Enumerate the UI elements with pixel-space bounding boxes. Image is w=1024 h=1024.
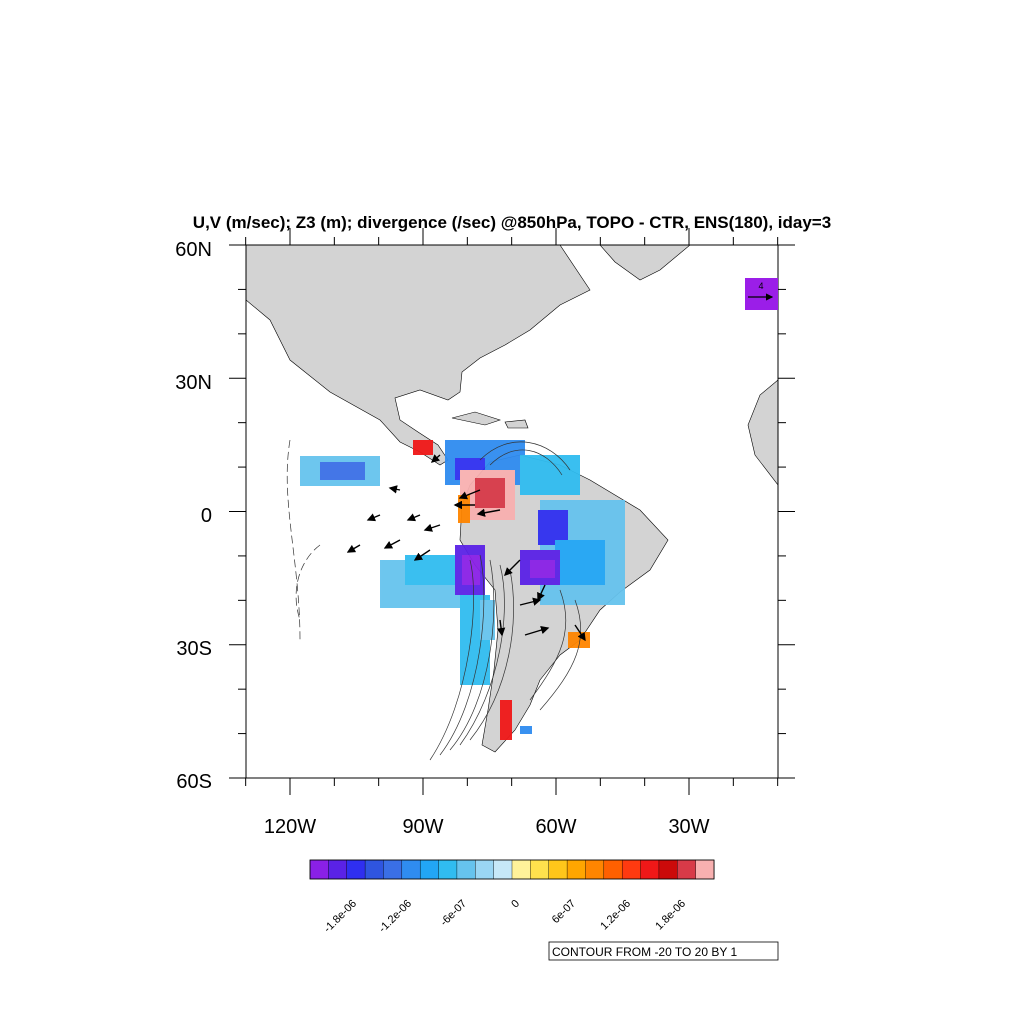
colorbar-cell — [346, 859, 366, 880]
lat-label-eq: 0 — [201, 505, 212, 527]
lat-label-30s: 30S — [176, 638, 212, 660]
colorbar-label-zero: 0 — [509, 898, 522, 911]
geopotential-contours — [286, 439, 582, 761]
colorbar-cell — [401, 859, 421, 880]
colorbar-label-1.8e-06: 1.8e-06 — [653, 898, 688, 933]
colorbar-cell — [677, 859, 697, 880]
lon-label-90w: 90W — [402, 816, 443, 838]
colorbar-label-neg1.8e-06: -1.8e-06 — [322, 898, 359, 935]
lat-label-60s: 60S — [176, 771, 212, 793]
wind-vectors — [346, 454, 586, 642]
colorbar-cell — [475, 859, 495, 880]
contour-info-text: CONTOUR FROM -20 TO 20 BY 1 — [552, 945, 737, 959]
colorbar-cell — [585, 859, 605, 880]
lon-label-60w: 60W — [535, 816, 576, 838]
lat-label-30n: 30N — [175, 372, 212, 394]
cuba-island — [451, 411, 501, 426]
colorbar — [309, 859, 715, 880]
colorbar-cell — [511, 859, 531, 880]
lat-label-60n: 60N — [175, 239, 212, 261]
divergence-shading — [300, 440, 625, 740]
colorbar-label-6e-07: 6e-07 — [550, 898, 578, 926]
north-america-landmass — [246, 245, 591, 466]
colorbar-cell — [658, 859, 678, 880]
colorbar-cell — [493, 859, 513, 880]
map-area — [246, 245, 778, 761]
colorbar-label-1.2e-06: 1.2e-06 — [598, 898, 633, 933]
lon-label-120w: 120W — [264, 816, 316, 838]
plot-title: U,V (m/sec); Z3 (m); divergence (/sec) @… — [193, 213, 831, 232]
colorbar-cell — [621, 859, 642, 880]
colorbar-frame — [309, 859, 715, 880]
colorbar-cell — [695, 859, 715, 880]
colorbar-cell — [640, 859, 660, 880]
hispaniola-island — [504, 419, 529, 429]
colorbar-cell — [530, 859, 550, 880]
colorbar-cell — [566, 859, 586, 880]
colorbar-label-neg6e-07: -6e-07 — [438, 898, 469, 929]
colorbar-cell — [419, 859, 440, 880]
axis-ticks — [229, 228, 795, 795]
reference-vector-label: 4 — [758, 281, 763, 291]
africa-landmass — [747, 379, 778, 486]
colorbar-label-neg1.2e-06: -1.2e-06 — [377, 898, 414, 935]
reference-vector-box: 4 — [745, 278, 778, 310]
colorbar-cell — [309, 859, 329, 880]
colorbar-cell — [438, 859, 458, 880]
colorbar-cell — [548, 859, 568, 880]
colorbar-cell — [603, 859, 623, 880]
colorbar-cell — [456, 859, 476, 880]
lon-label-30w: 30W — [668, 816, 709, 838]
colorbar-cell — [383, 859, 403, 880]
contour-info-box — [548, 941, 779, 961]
colorbar-cell — [328, 859, 348, 880]
greenland-landmass — [599, 245, 691, 281]
colorbar-cell — [364, 859, 384, 880]
